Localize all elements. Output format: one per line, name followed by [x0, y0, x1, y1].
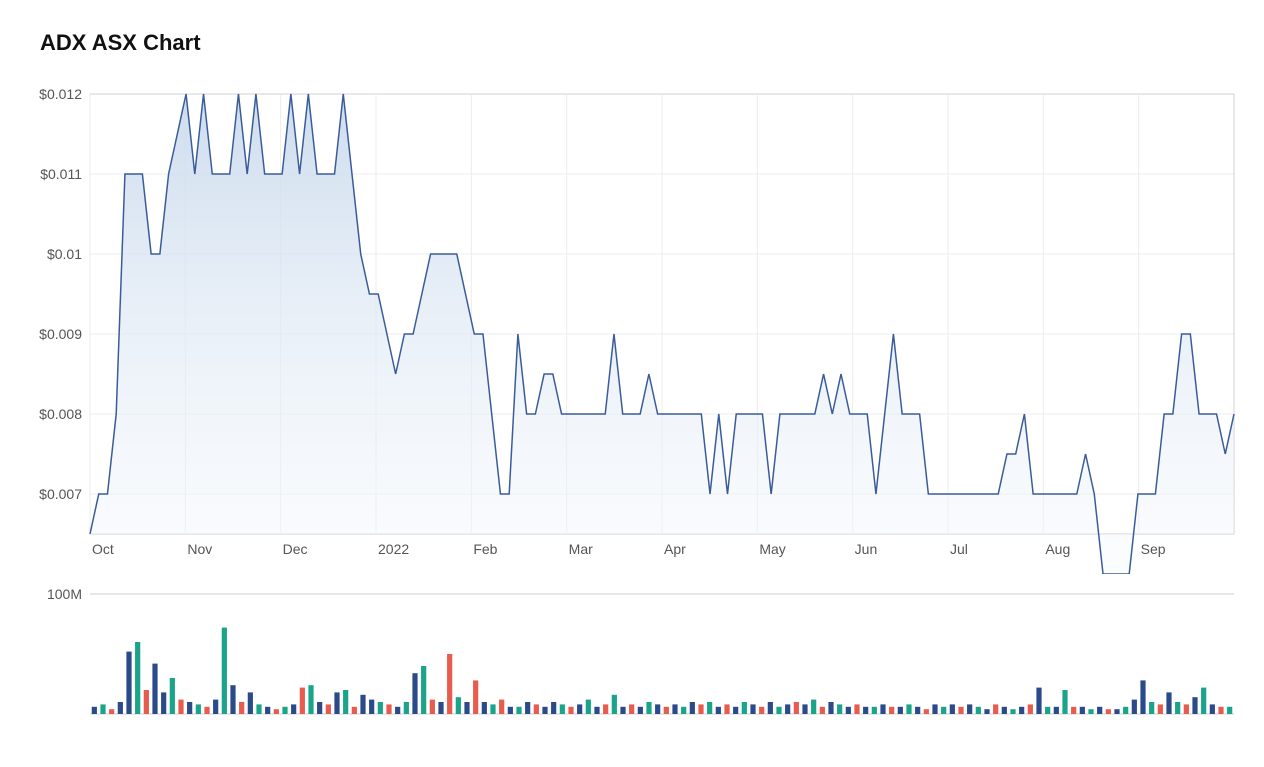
svg-text:Dec: Dec	[283, 541, 308, 557]
price-chart: $0.007 $0.008 $0.009 $0.01 $0.011 $0.012 Oct No…	[20, 84, 1244, 574]
svg-text:$0.007: $0.007	[39, 486, 82, 502]
svg-text:$0.008: $0.008	[39, 406, 82, 422]
volume-chart: 100M	[20, 574, 1244, 724]
svg-text:$0.011: $0.011	[40, 166, 82, 182]
svg-text:$0.01: $0.01	[47, 246, 82, 262]
svg-text:Apr: Apr	[664, 541, 686, 557]
svg-text:Feb: Feb	[473, 541, 497, 557]
svg-text:$0.012: $0.012	[39, 86, 82, 102]
chart-title: ADX ASX Chart	[40, 30, 1244, 56]
svg-text:Mar: Mar	[569, 541, 593, 557]
svg-text:Jun: Jun	[855, 541, 878, 557]
svg-text:Jul: Jul	[950, 541, 968, 557]
svg-text:Aug: Aug	[1045, 541, 1070, 557]
chart-container: $0.007 $0.008 $0.009 $0.01 $0.011 $0.012 Oct No…	[20, 84, 1244, 724]
svg-text:Oct: Oct	[92, 541, 114, 557]
svg-text:Sep: Sep	[1141, 541, 1166, 557]
svg-text:May: May	[759, 541, 785, 557]
svg-text:$0.009: $0.009	[39, 326, 82, 342]
svg-text:2022: 2022	[378, 541, 409, 557]
svg-text:100M: 100M	[47, 586, 82, 602]
svg-text:Nov: Nov	[187, 541, 212, 557]
